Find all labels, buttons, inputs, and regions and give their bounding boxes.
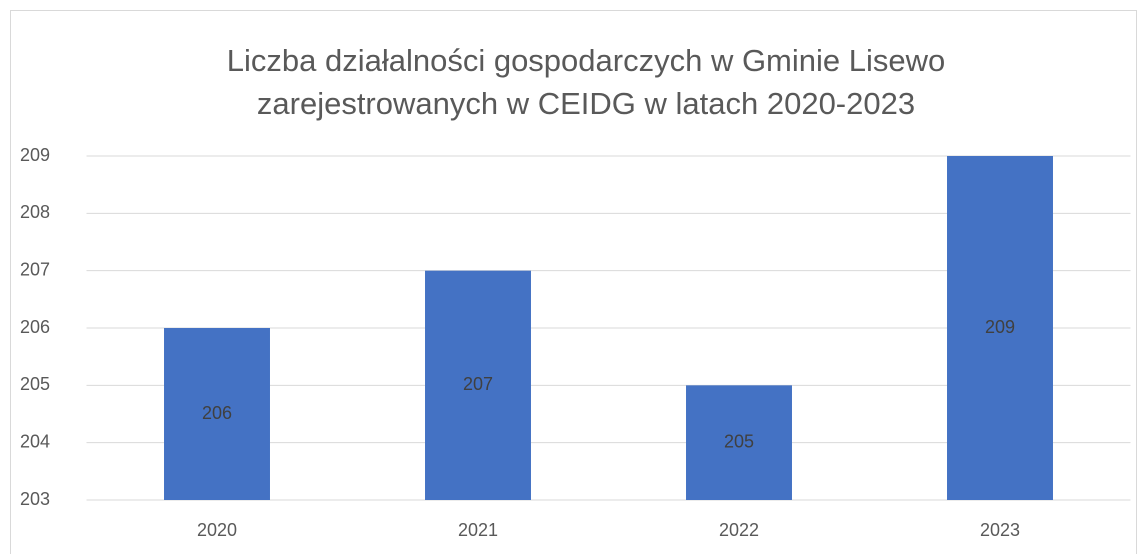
data-label: 209 (985, 317, 1015, 337)
data-label: 206 (202, 403, 232, 423)
y-tick-label: 205 (20, 374, 50, 394)
y-tick-label: 209 (20, 145, 50, 165)
chart-title: zarejestrowanych w CEIDG w latach 2020-2… (257, 86, 915, 121)
bar (425, 270, 531, 500)
chart-title: Liczba działalności gospodarczych w Gmin… (227, 43, 946, 78)
data-label: 207 (463, 374, 493, 394)
bar (686, 385, 792, 500)
y-tick-label: 208 (20, 202, 50, 222)
x-tick-label: 2020 (197, 520, 237, 540)
bar (164, 328, 270, 500)
y-tick-label: 206 (20, 317, 50, 337)
bar (947, 156, 1053, 500)
x-tick-label: 2023 (980, 520, 1020, 540)
y-tick-label: 207 (20, 259, 50, 279)
data-label: 205 (724, 431, 754, 451)
y-tick-label: 203 (20, 489, 50, 509)
x-tick-label: 2021 (458, 520, 498, 540)
y-tick-label: 204 (20, 431, 50, 451)
x-tick-label: 2022 (719, 520, 759, 540)
